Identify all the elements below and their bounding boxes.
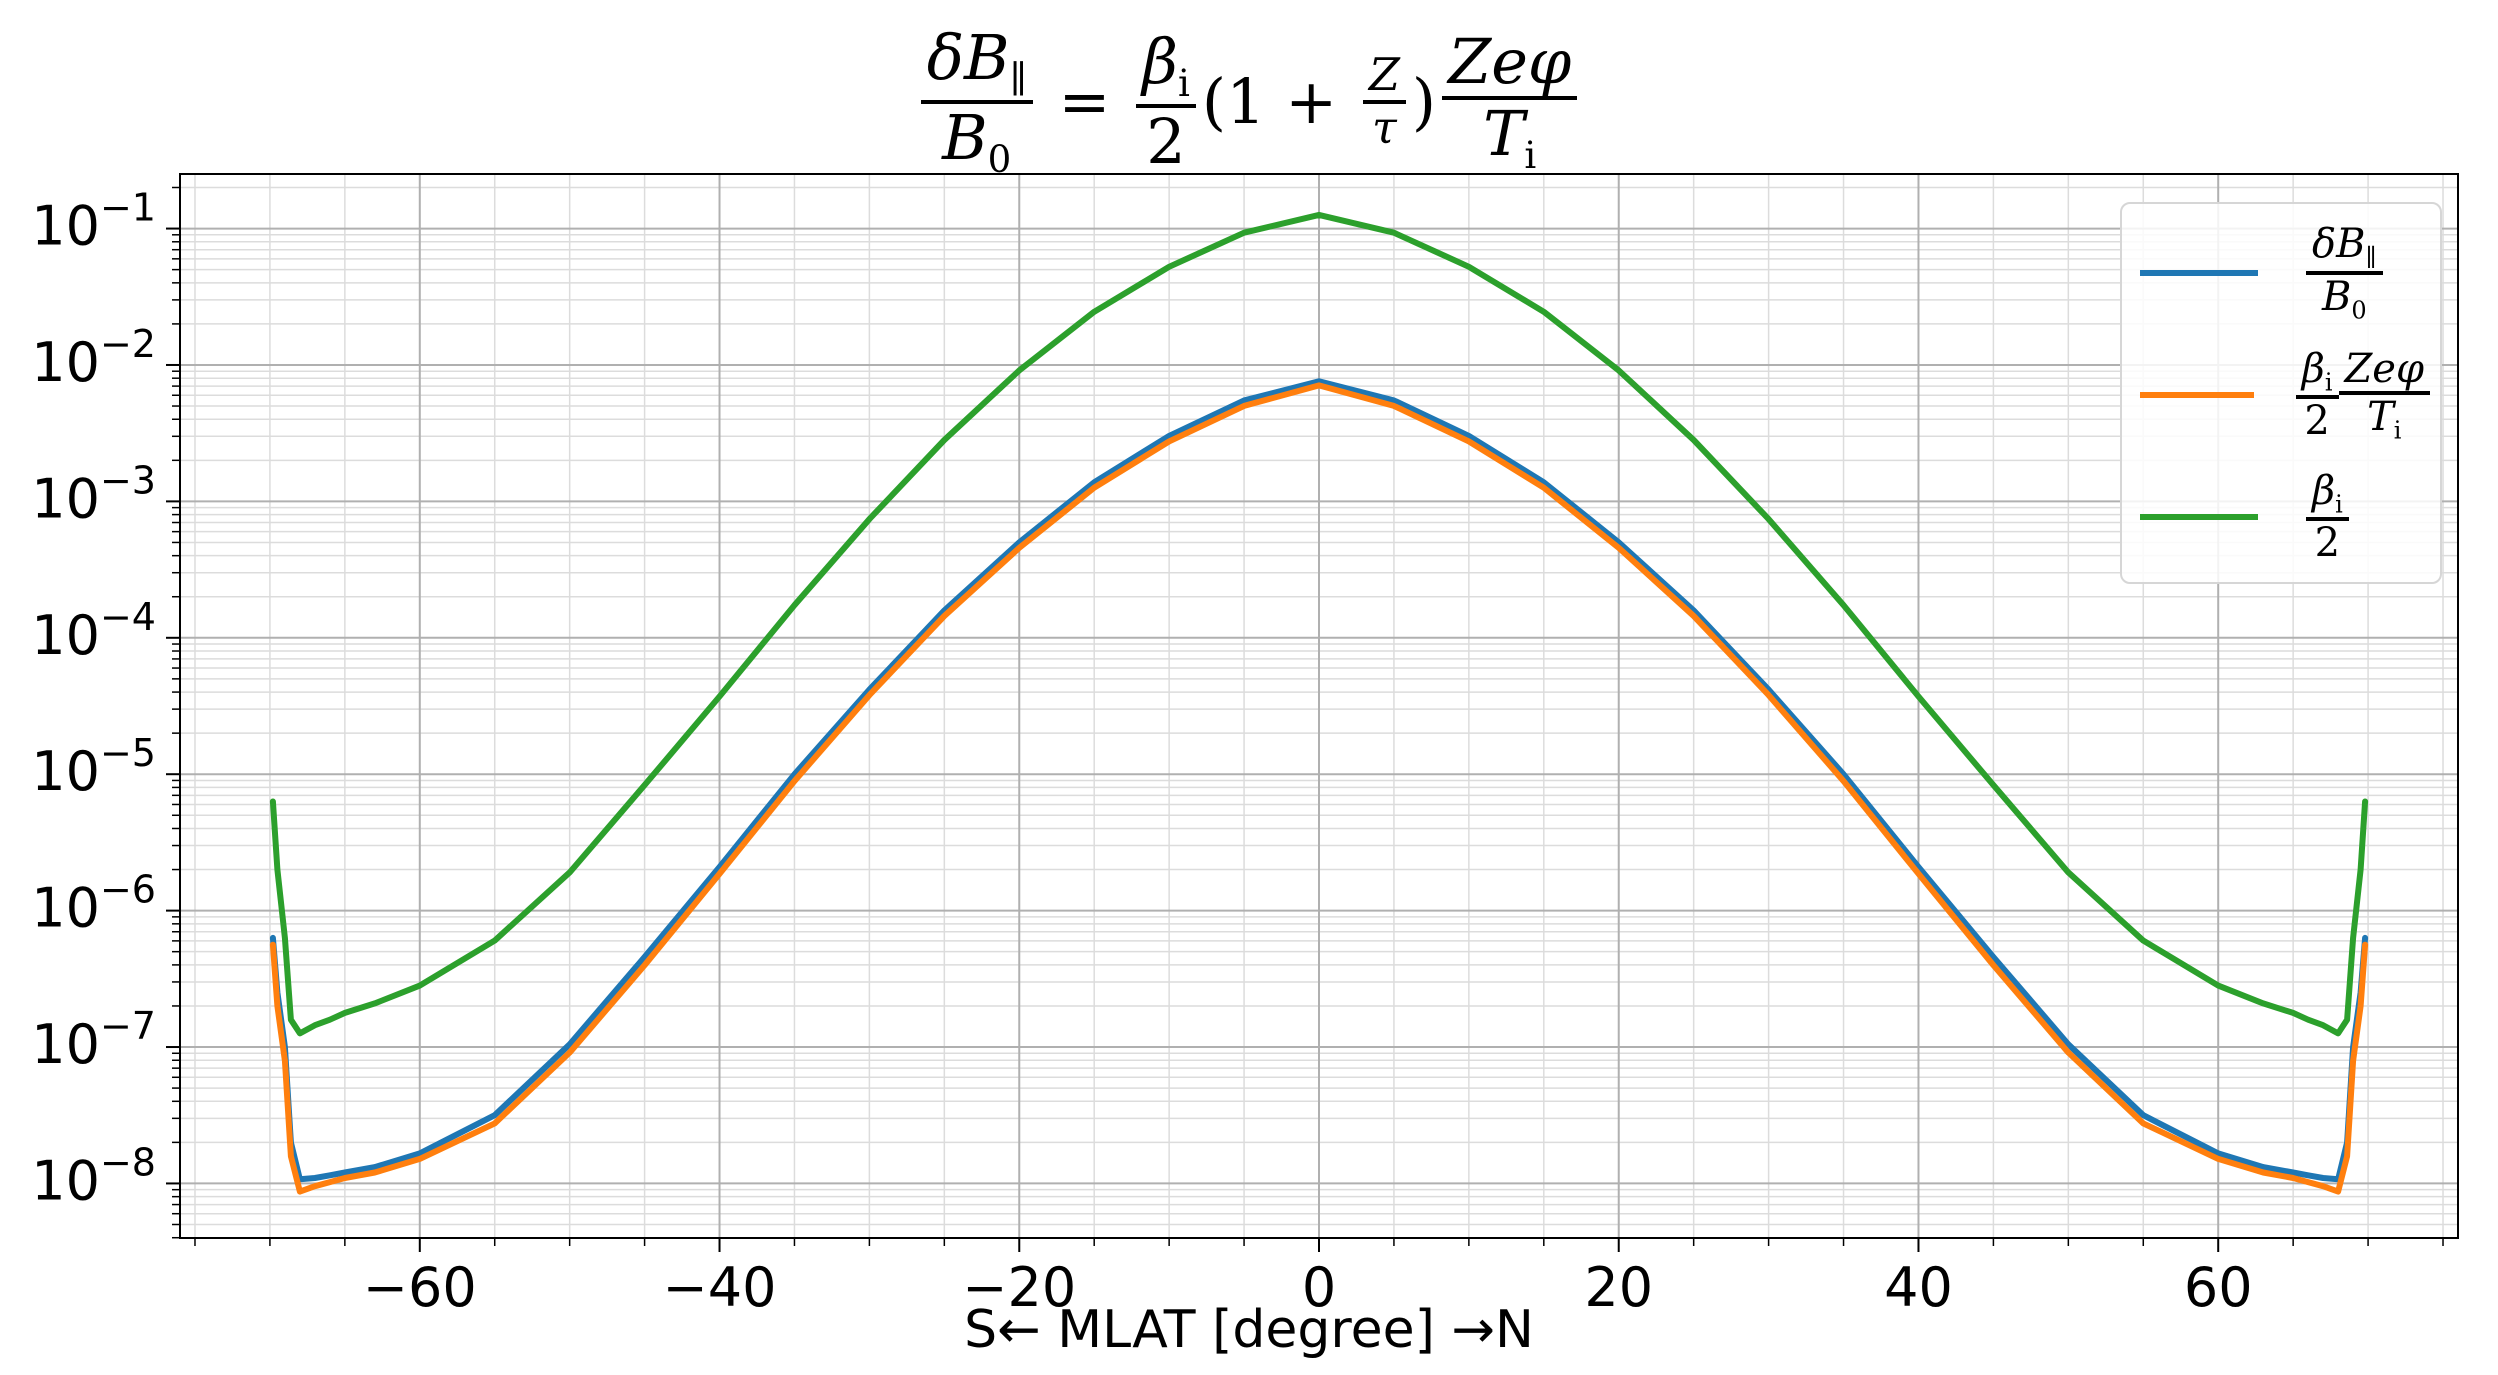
series-line-0 <box>269 378 2369 1183</box>
x-tick-label: −40 <box>663 1256 777 1319</box>
legend-item-beta: βi 2 <box>2140 462 2430 572</box>
title-lhs-fraction: δB∥ B0 <box>920 23 1033 180</box>
legend-label-dbpar: δB∥ B0 <box>2306 222 2383 324</box>
y-tick-label: 10−1 <box>31 186 156 258</box>
legend-swatch-orange <box>2140 392 2254 398</box>
legend-swatch-green <box>2140 514 2258 520</box>
series-line-1 <box>269 382 2369 1195</box>
x-tick-label: 40 <box>1884 1256 1953 1319</box>
x-tick-label: −60 <box>363 1256 477 1319</box>
y-tick-label: 10−3 <box>31 458 156 530</box>
x-tick-label: 60 <box>2184 1256 2253 1319</box>
x-tick-label: −20 <box>962 1256 1076 1319</box>
title-beta-fraction: βi 2 <box>1136 27 1196 176</box>
legend-swatch-blue <box>2140 270 2258 276</box>
y-tick-label: 10−4 <box>31 595 156 667</box>
x-tick-label: 0 <box>1302 1256 1336 1319</box>
y-tick-label: 10−2 <box>31 322 156 394</box>
legend-label-beta: βi 2 <box>2306 469 2349 565</box>
x-tick-label: 20 <box>1584 1256 1653 1319</box>
x-axis-label: S← MLAT [degree] →N <box>964 1300 1534 1360</box>
y-tick-label: 10−5 <box>31 731 156 803</box>
legend-label-potential: βi 2 Zeφ Ti <box>2295 347 2430 443</box>
title-potential-fraction: Zeφ Ti <box>1442 27 1578 176</box>
series-line-2 <box>269 211 2369 1037</box>
y-tick-label: 10−7 <box>31 1004 156 1076</box>
chart-title: δB∥ B0 = βi 2 (1 + Z τ ) Zeφ Ti <box>0 23 2498 179</box>
y-tick-label: 10−8 <box>31 1140 156 1212</box>
title-z-tau-fraction: Z τ <box>1362 50 1406 153</box>
legend-item-potential: βi 2 Zeφ Ti <box>2140 340 2430 450</box>
y-tick-label: 10−6 <box>31 868 156 940</box>
legend: δB∥ B0 βi 2 Zeφ Ti βi 2 <box>2120 202 2442 584</box>
legend-item-dbpar: δB∥ B0 <box>2140 218 2430 328</box>
